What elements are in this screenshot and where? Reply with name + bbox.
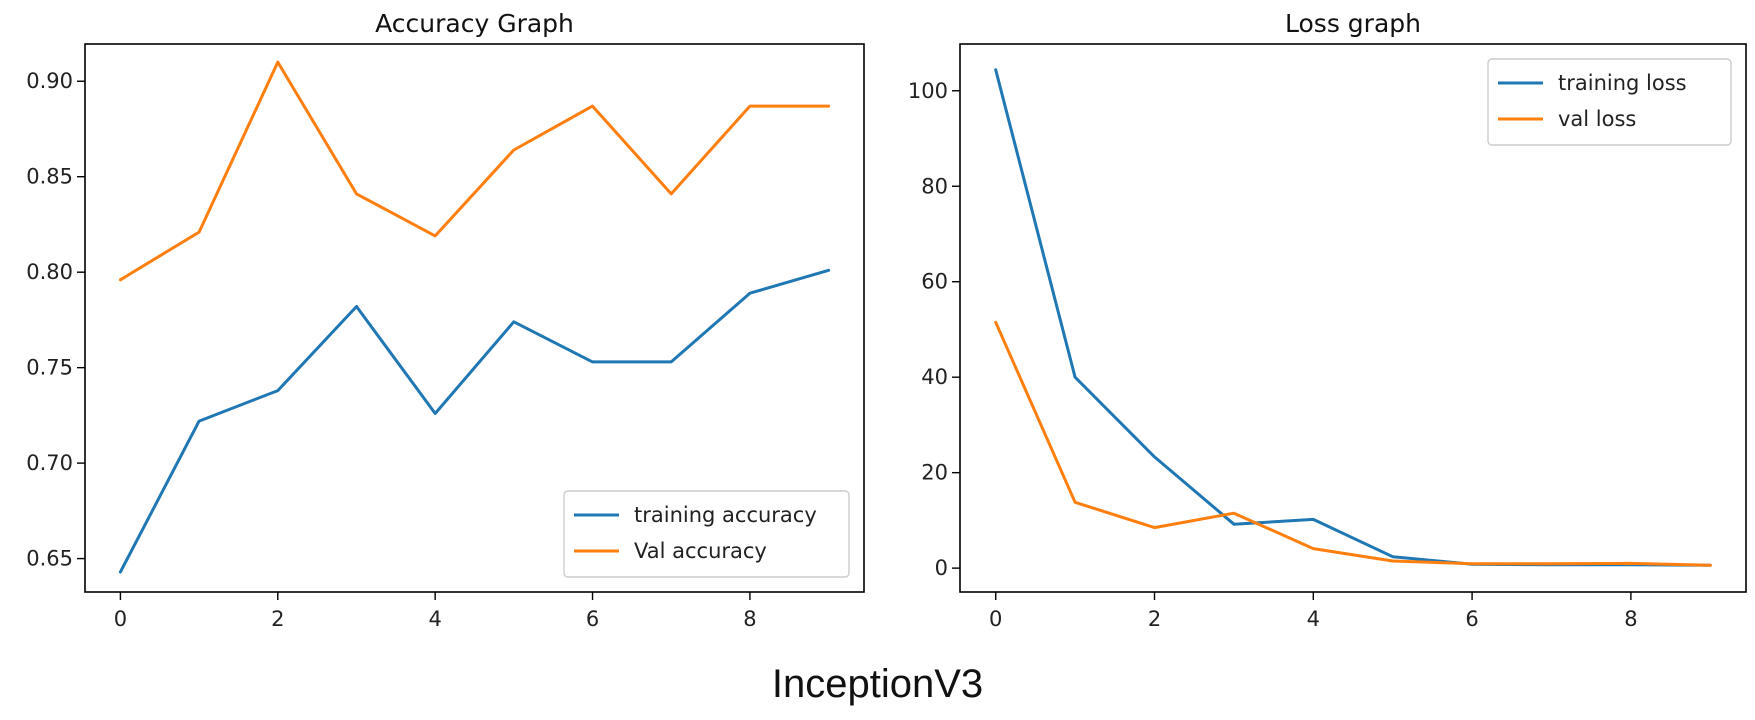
loss-y-tick-label: 100 bbox=[908, 79, 948, 103]
loss-chart-title: Loss graph bbox=[1285, 9, 1421, 38]
loss-x-tick-label: 2 bbox=[1148, 607, 1161, 631]
loss-series-line-val-loss bbox=[994, 320, 1712, 567]
accuracy-y-tick-label: 0.85 bbox=[26, 165, 73, 189]
loss-legend-box bbox=[1487, 58, 1732, 146]
accuracy-y-tick-label: 0.90 bbox=[26, 69, 73, 93]
accuracy-series-line-val-accuracy bbox=[118, 60, 831, 282]
accuracy-chart-panel: Accuracy Graph 0 2 4 6 8 0.65 0.70 0.75 0.80 0.85 0… bbox=[26, 9, 865, 631]
loss-legend: training loss val loss bbox=[1487, 58, 1732, 146]
loss-x-tick-label: 6 bbox=[1465, 607, 1478, 631]
figure-caption: InceptionV3 bbox=[771, 662, 984, 706]
loss-legend-label: training loss bbox=[1558, 71, 1687, 95]
loss-y-tick-label: 60 bbox=[921, 270, 948, 294]
accuracy-series-line-training-accuracy bbox=[118, 268, 831, 574]
accuracy-plot-frame bbox=[84, 43, 865, 593]
accuracy-y-tick-label: 0.80 bbox=[26, 260, 73, 284]
accuracy-legend-label: training accuracy bbox=[634, 503, 817, 527]
loss-x-tick-label: 8 bbox=[1624, 607, 1637, 631]
loss-y-tick-label: 0 bbox=[935, 556, 948, 580]
loss-x-tick-label: 0 bbox=[989, 607, 1002, 631]
accuracy-y-tick-label: 0.70 bbox=[26, 451, 73, 475]
accuracy-chart-title: Accuracy Graph bbox=[375, 9, 574, 38]
loss-plot-frame bbox=[959, 43, 1747, 593]
loss-x-tick-label: 4 bbox=[1307, 607, 1320, 631]
accuracy-legend-box bbox=[563, 490, 850, 578]
accuracy-x-tick-label: 0 bbox=[114, 607, 127, 631]
accuracy-x-tick-label: 8 bbox=[743, 607, 756, 631]
accuracy-x-tick-label: 4 bbox=[428, 607, 441, 631]
loss-y-tick-label: 40 bbox=[921, 365, 948, 389]
accuracy-legend-label: Val accuracy bbox=[634, 539, 767, 563]
accuracy-y-tick-label: 0.65 bbox=[26, 547, 73, 571]
loss-y-tick-label: 20 bbox=[921, 461, 948, 485]
loss-y-tick-label: 80 bbox=[921, 174, 948, 198]
loss-legend-label: val loss bbox=[1558, 107, 1636, 131]
accuracy-y-tick-label: 0.75 bbox=[26, 356, 73, 380]
accuracy-x-tick-label: 2 bbox=[271, 607, 284, 631]
accuracy-legend: training accuracy Val accuracy bbox=[563, 490, 850, 578]
accuracy-x-tick-label: 6 bbox=[586, 607, 599, 631]
